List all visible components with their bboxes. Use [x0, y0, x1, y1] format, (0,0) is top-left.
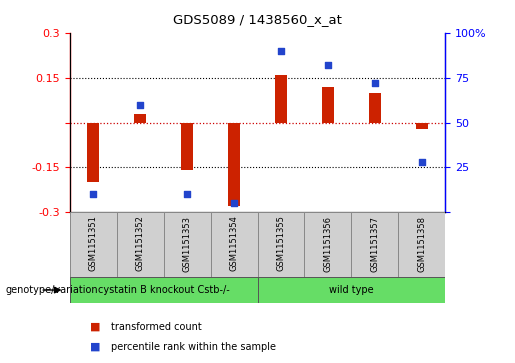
Text: GSM1151356: GSM1151356: [323, 216, 333, 272]
Text: GSM1151351: GSM1151351: [89, 216, 97, 272]
Text: GSM1151353: GSM1151353: [182, 216, 192, 272]
Bar: [304, 212, 352, 278]
Text: GSM1151355: GSM1151355: [277, 216, 285, 272]
Text: transformed count: transformed count: [111, 322, 201, 332]
Text: percentile rank within the sample: percentile rank within the sample: [111, 342, 276, 352]
Text: genotype/variation: genotype/variation: [5, 285, 98, 295]
Bar: [258, 277, 445, 303]
Bar: [416, 123, 428, 129]
Bar: [275, 74, 287, 123]
Text: GSM1151354: GSM1151354: [230, 216, 238, 272]
Text: wild type: wild type: [329, 285, 374, 295]
Bar: [116, 212, 164, 278]
Bar: [399, 212, 445, 278]
Text: ■: ■: [90, 322, 100, 332]
Bar: [181, 123, 193, 171]
Point: [183, 192, 191, 197]
Bar: [322, 87, 334, 123]
Text: cystatin B knockout Cstb-/-: cystatin B knockout Cstb-/-: [98, 285, 229, 295]
Text: GDS5089 / 1438560_x_at: GDS5089 / 1438560_x_at: [173, 13, 342, 26]
Bar: [70, 212, 116, 278]
Point: [89, 192, 97, 197]
Point: [136, 102, 144, 107]
Text: GSM1151358: GSM1151358: [418, 216, 426, 272]
Point: [418, 159, 426, 165]
Bar: [228, 123, 240, 206]
Bar: [134, 114, 146, 123]
Bar: [87, 123, 99, 183]
Text: GSM1151357: GSM1151357: [370, 216, 380, 272]
Point: [230, 200, 238, 206]
Text: ■: ■: [90, 342, 100, 352]
Point: [277, 48, 285, 54]
Bar: [164, 212, 211, 278]
Point: [324, 62, 332, 68]
Text: GSM1151352: GSM1151352: [135, 216, 145, 272]
Point: [371, 80, 379, 86]
Bar: [70, 277, 258, 303]
Bar: [211, 212, 258, 278]
Bar: [369, 93, 381, 123]
Bar: [352, 212, 399, 278]
Bar: [258, 212, 304, 278]
